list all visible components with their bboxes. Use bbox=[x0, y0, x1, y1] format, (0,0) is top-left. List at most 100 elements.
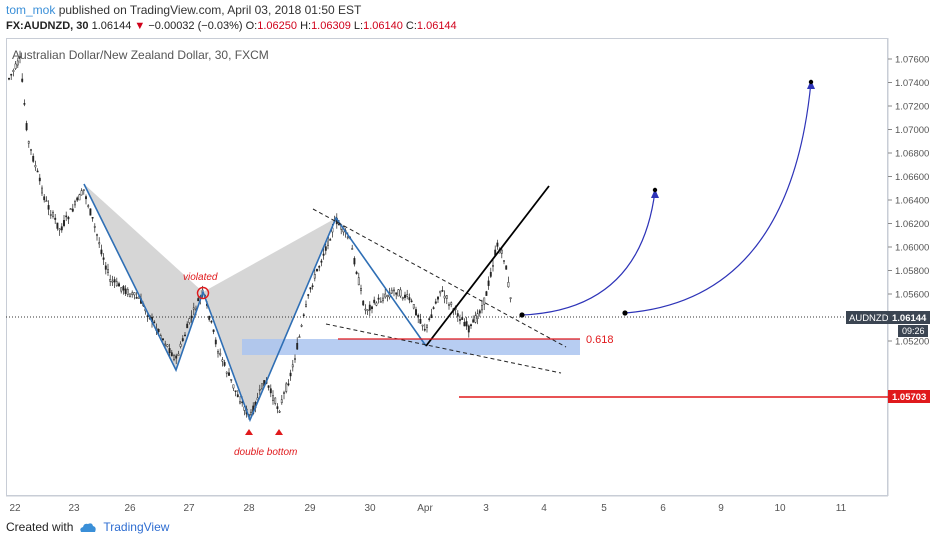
publish-info: tom_mok published on TradingView.com, Ap… bbox=[6, 3, 361, 17]
price-tick-label: 1.07400 bbox=[895, 78, 929, 89]
high-value: 1.06309 bbox=[311, 20, 351, 32]
candle-body bbox=[371, 306, 373, 310]
symbol-tag: AUDNZD bbox=[849, 313, 889, 324]
candle-body bbox=[406, 294, 409, 297]
candle-body bbox=[472, 319, 475, 323]
candle-body bbox=[153, 321, 156, 324]
tradingview-brand-link[interactable]: TradingView bbox=[103, 520, 170, 534]
open-label: O: bbox=[245, 20, 258, 32]
candle-body bbox=[390, 289, 393, 294]
candle-body bbox=[102, 257, 105, 260]
candle-body bbox=[184, 334, 186, 337]
candle-body bbox=[274, 397, 277, 404]
candle-body bbox=[404, 294, 406, 298]
candle-body bbox=[448, 304, 450, 306]
candle-body bbox=[41, 187, 43, 194]
candle-body bbox=[461, 317, 464, 320]
candle-body bbox=[27, 141, 30, 144]
candle-body bbox=[280, 399, 283, 404]
candle-body bbox=[366, 309, 369, 312]
candle-body bbox=[49, 214, 52, 216]
candle-body bbox=[507, 281, 510, 288]
candle-body bbox=[382, 297, 384, 302]
arrowhead-2-icon bbox=[807, 80, 815, 89]
candle-body bbox=[456, 313, 459, 317]
candle-body bbox=[34, 165, 37, 168]
tradingview-logo-icon bbox=[80, 522, 97, 532]
candle-body bbox=[432, 307, 435, 309]
candle-body bbox=[221, 359, 224, 362]
candle-body bbox=[230, 379, 233, 381]
candle-body bbox=[360, 288, 362, 291]
candle-body bbox=[324, 246, 327, 251]
candle-body bbox=[89, 208, 92, 216]
candle-body bbox=[300, 325, 303, 327]
candle-body bbox=[188, 318, 191, 323]
candle-body bbox=[162, 338, 164, 341]
published-text: published on TradingView.com, April 03, … bbox=[55, 3, 362, 17]
candle-body bbox=[69, 208, 72, 210]
candle-body bbox=[135, 297, 138, 299]
candle-body bbox=[313, 273, 316, 279]
candle-body bbox=[122, 286, 125, 291]
candle-body bbox=[8, 78, 10, 80]
candle-body bbox=[302, 314, 305, 316]
author-link[interactable]: tom_mok bbox=[6, 3, 56, 17]
candle-body bbox=[351, 248, 354, 250]
candle-body bbox=[346, 236, 349, 239]
candle-body bbox=[82, 189, 85, 191]
candle-body bbox=[375, 302, 378, 306]
down-arrow-icon: ▼ bbox=[134, 20, 146, 32]
candle-body bbox=[467, 325, 470, 333]
candle-body bbox=[487, 280, 490, 286]
pattern-triangle-bcd bbox=[203, 218, 336, 420]
candle-body bbox=[10, 73, 13, 76]
candle-body bbox=[364, 308, 367, 311]
footer: Created with TradingView bbox=[6, 520, 169, 534]
candle-body bbox=[228, 372, 230, 376]
countdown-tag-bg bbox=[898, 325, 928, 337]
channel-lower-line bbox=[325, 323, 562, 374]
candle-body bbox=[118, 283, 120, 287]
candle-body bbox=[78, 194, 81, 201]
level-tag: 1.05703 bbox=[892, 392, 926, 403]
candle-body bbox=[278, 411, 281, 413]
candle-body bbox=[322, 253, 325, 256]
candle-body bbox=[104, 265, 107, 270]
candle-body bbox=[131, 292, 134, 295]
last-price: 1.06144 bbox=[91, 20, 132, 32]
candle-body bbox=[74, 201, 76, 206]
candle-body bbox=[450, 302, 453, 305]
candle-body bbox=[474, 315, 477, 323]
candle-body bbox=[157, 328, 160, 332]
candle-body bbox=[470, 324, 472, 327]
candle-body bbox=[173, 355, 175, 361]
candle-body bbox=[133, 292, 136, 296]
price-change: −0.00032 (−0.03%) bbox=[148, 20, 243, 32]
candle-body bbox=[410, 300, 413, 303]
candle-body bbox=[395, 292, 398, 295]
fib-0618-label: 0.618 bbox=[586, 334, 614, 346]
candle-body bbox=[76, 197, 79, 201]
price-tick-label: 1.06600 bbox=[895, 172, 929, 183]
current-price-tag: 1.06144 bbox=[892, 313, 927, 324]
candle-body bbox=[419, 319, 422, 324]
candle-body bbox=[175, 355, 178, 359]
candle-body bbox=[56, 222, 59, 229]
candle-body bbox=[186, 323, 189, 329]
candle-body bbox=[54, 217, 57, 220]
candle-body bbox=[355, 271, 358, 275]
price-tick-label: 1.05800 bbox=[895, 266, 929, 277]
candle-body bbox=[67, 217, 70, 220]
time-tick-label: 22 bbox=[9, 503, 21, 514]
candle-body bbox=[430, 314, 433, 319]
candle-body bbox=[45, 200, 48, 202]
candle-body bbox=[212, 329, 215, 332]
candle-body bbox=[412, 304, 415, 309]
candle-body bbox=[232, 384, 235, 389]
current-price-tag-bg bbox=[888, 311, 930, 324]
time-tick-label: 3 bbox=[483, 503, 489, 514]
time-tick-label: 28 bbox=[243, 503, 255, 514]
candle-body bbox=[368, 304, 371, 311]
